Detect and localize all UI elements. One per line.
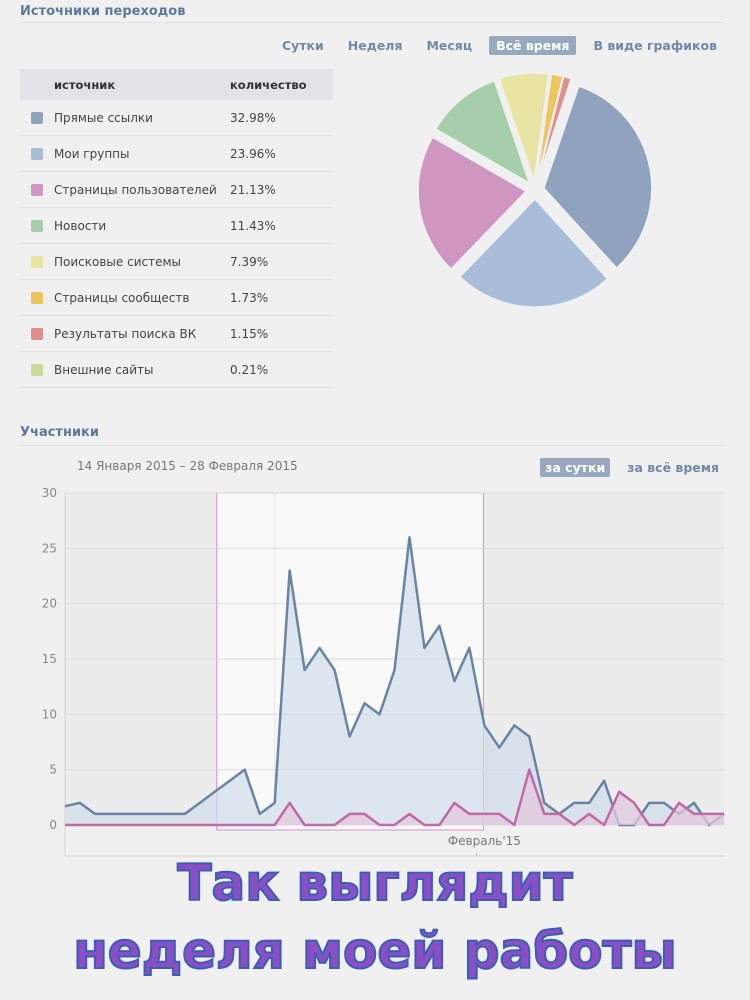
source-row: Результаты поиска ВК 1.15% — [20, 315, 333, 352]
pie-slice[interactable] — [535, 73, 564, 182]
header-count: количество — [230, 77, 307, 92]
sources-divider — [20, 22, 724, 23]
source-name: Результаты поиска ВК — [54, 326, 197, 341]
source-name: Поисковые системы — [54, 254, 181, 269]
source-row: Поисковые системы 7.39% — [20, 243, 333, 280]
series-line-left[interactable] — [65, 768, 724, 827]
color-swatch — [31, 255, 43, 268]
sources-table: источник количество Прямые ссылки 32.98% М… — [20, 69, 333, 388]
color-swatch — [31, 327, 43, 340]
source-row: Новости 11.43% — [20, 207, 333, 244]
source-row: Страницы пользователей 21.13% — [20, 171, 333, 208]
color-swatch — [31, 291, 43, 304]
tab-as-graphs[interactable]: В виде графиков — [593, 38, 717, 53]
y-tick-label: 30 — [42, 486, 57, 500]
date-range: 14 Января 2015 – 28 Февраля 2015 — [77, 459, 298, 473]
source-name: Мои группы — [54, 146, 130, 161]
header-source: источник — [54, 77, 116, 92]
source-row: Прямые ссылки 32.98% — [20, 100, 333, 136]
source-name: Внешние сайты — [54, 362, 154, 377]
source-percent: 7.39% — [230, 254, 269, 269]
source-name: Страницы сообществ — [54, 290, 190, 305]
source-percent: 21.13% — [230, 182, 276, 197]
pie-slice[interactable] — [434, 79, 531, 185]
sources-pie-chart — [417, 72, 653, 308]
y-tick-label: 15 — [42, 652, 57, 666]
pie-slice[interactable] — [537, 77, 574, 182]
y-tick-label: 25 — [42, 541, 57, 555]
y-tick-label: 5 — [49, 763, 57, 777]
period-tabs: Сутки Неделя Месяц Всё время В виде граф… — [265, 36, 724, 55]
pie-slice[interactable] — [498, 72, 550, 182]
sources-title: Источники переходов — [20, 4, 186, 19]
y-tick-label: 20 — [42, 597, 57, 611]
tab-all-time[interactable]: Всё время — [489, 36, 577, 55]
source-name: Страницы пользователей — [54, 182, 217, 197]
caption-line-2: неделя моей работы — [72, 921, 677, 981]
chart-range-buttons: за сутки за всё время — [528, 458, 724, 477]
color-swatch — [31, 111, 43, 124]
per-day-button[interactable]: за сутки — [540, 458, 611, 477]
y-tick-label: 10 — [42, 707, 57, 721]
tab-week[interactable]: Неделя — [347, 38, 403, 53]
source-row: Внешние сайты 0.21% — [20, 351, 333, 388]
series-area-joined — [65, 537, 724, 825]
tab-day[interactable]: Сутки — [281, 38, 324, 53]
source-row: Страницы сообществ 1.73% — [20, 279, 333, 316]
source-percent: 11.43% — [230, 218, 276, 233]
pie-slice[interactable] — [458, 197, 609, 308]
color-swatch — [31, 219, 43, 232]
members-divider — [20, 445, 724, 446]
color-swatch — [31, 147, 43, 160]
pie-slice[interactable] — [417, 136, 528, 271]
source-percent: 1.73% — [230, 290, 269, 305]
x-tick-label: Февраль'15 — [448, 834, 521, 848]
table-header: источник количество — [20, 69, 333, 100]
all-time-button[interactable]: за всё время — [627, 460, 719, 475]
source-name: Прямые ссылки — [54, 110, 153, 125]
tab-month[interactable]: Месяц — [426, 38, 473, 53]
color-swatch — [31, 183, 43, 196]
caption-line-1: Так выглядит — [176, 853, 573, 913]
source-percent: 32.98% — [230, 110, 276, 125]
source-row: Мои группы 23.96% — [20, 135, 333, 172]
members-title: Участники — [20, 425, 99, 440]
pie-slice[interactable] — [542, 85, 653, 270]
y-tick-label: 0 — [49, 818, 57, 832]
source-percent: 23.96% — [230, 146, 276, 161]
members-line-chart: 0 5 10 15 20 25 30 Февраль'15 — [42, 486, 725, 857]
source-percent: 1.15% — [230, 326, 269, 341]
color-swatch — [31, 363, 43, 376]
source-name: Новости — [54, 218, 107, 233]
source-percent: 0.21% — [230, 362, 269, 377]
